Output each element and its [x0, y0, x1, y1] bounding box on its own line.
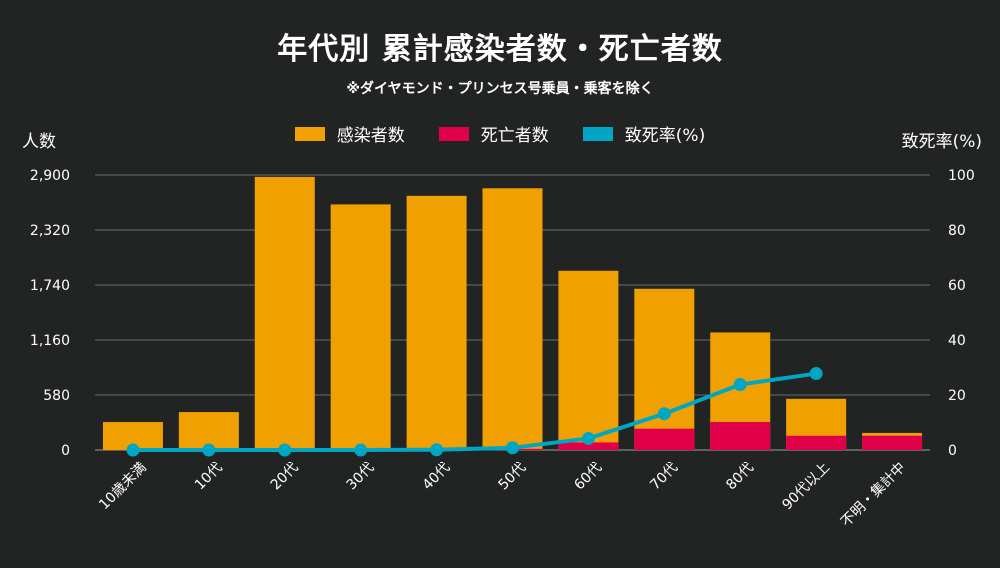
y2-tick-label-5: 100 — [948, 168, 975, 184]
y2-tick-label-4: 80 — [948, 223, 966, 239]
legend-label-cases: 感染者数 — [336, 126, 405, 146]
bar-deaths-6 — [558, 442, 619, 450]
y-tick-label-3: 1,740 — [30, 278, 70, 294]
legend-swatch-cases — [294, 126, 325, 141]
fatality-point-1 — [202, 443, 216, 457]
bar-deaths-7 — [634, 428, 695, 450]
bar-deaths-10 — [862, 435, 923, 450]
x-tick-label-10: 不明・集計中 — [837, 459, 908, 530]
y2-axis-title: 致死率(%) — [901, 132, 982, 152]
y-tick-label-5: 2,900 — [30, 168, 70, 184]
y2-tick-label-0: 0 — [948, 443, 957, 459]
y-tick-label-2: 1,160 — [30, 333, 70, 349]
x-tick-label-9: 90代以上 — [779, 460, 833, 514]
x-tick-label-5: 50代 — [496, 460, 530, 494]
legend-swatch-deaths — [438, 126, 469, 141]
x-tick-label-8: 80代 — [723, 460, 757, 494]
chart-subtitle: ※ダイヤモンド・プリンセス号乗員・乗客を除く — [346, 81, 654, 97]
fatality-point-3 — [354, 443, 368, 457]
bar-cases-6 — [558, 270, 619, 450]
legend-item-cases: 感染者数 — [294, 121, 405, 146]
x-tick-label-7: 70代 — [647, 460, 681, 494]
fatality-point-8 — [733, 378, 747, 392]
x-tick-label-0: 10歳未満 — [96, 460, 150, 514]
legend-item-deaths: 死亡者数 — [438, 121, 549, 146]
fatality-point-0 — [126, 443, 140, 457]
legend-label-fatality: 致死率(%) — [624, 126, 706, 146]
x-tick-label-2: 20代 — [268, 460, 302, 494]
fatality-point-4 — [430, 443, 444, 457]
legend: 感染者数 死亡者数 致死率(%) — [0, 121, 1000, 146]
y-tick-label-4: 2,320 — [30, 223, 70, 239]
y2-tick-label-3: 60 — [948, 278, 966, 294]
y2-tick-label-1: 20 — [948, 388, 966, 404]
fatality-point-9 — [809, 367, 823, 381]
y-tick-label-0: 0 — [61, 443, 70, 459]
legend-swatch-fatality — [582, 126, 613, 141]
fatality-point-5 — [506, 441, 519, 455]
fatality-point-7 — [657, 407, 671, 421]
y2-tick-label-2: 40 — [948, 333, 966, 349]
fatality-point-2 — [278, 443, 292, 457]
bar-cases-4 — [406, 195, 467, 450]
legend-label-deaths: 死亡者数 — [480, 126, 549, 146]
bar-deaths-9 — [786, 435, 847, 450]
bar-deaths-8 — [710, 422, 771, 450]
bar-cases-7 — [634, 288, 695, 450]
y-tick-label-1: 580 — [43, 388, 70, 404]
x-tick-label-4: 40代 — [420, 460, 454, 494]
fatality-line — [132, 371, 817, 452]
chart-title: 年代別 累計感染者数・死亡者数 — [277, 32, 723, 67]
x-tick-label-6: 60代 — [571, 460, 605, 494]
fatality-point-6 — [581, 431, 595, 445]
bar-cases-5 — [482, 188, 543, 450]
bar-cases-3 — [330, 204, 391, 450]
bar-cases-2 — [254, 176, 315, 450]
y-axis-title: 人数 — [22, 132, 56, 152]
x-tick-label-3: 30代 — [344, 460, 378, 494]
legend-item-fatality: 致死率(%) — [582, 121, 706, 146]
x-tick-label-1: 10代 — [192, 460, 226, 494]
